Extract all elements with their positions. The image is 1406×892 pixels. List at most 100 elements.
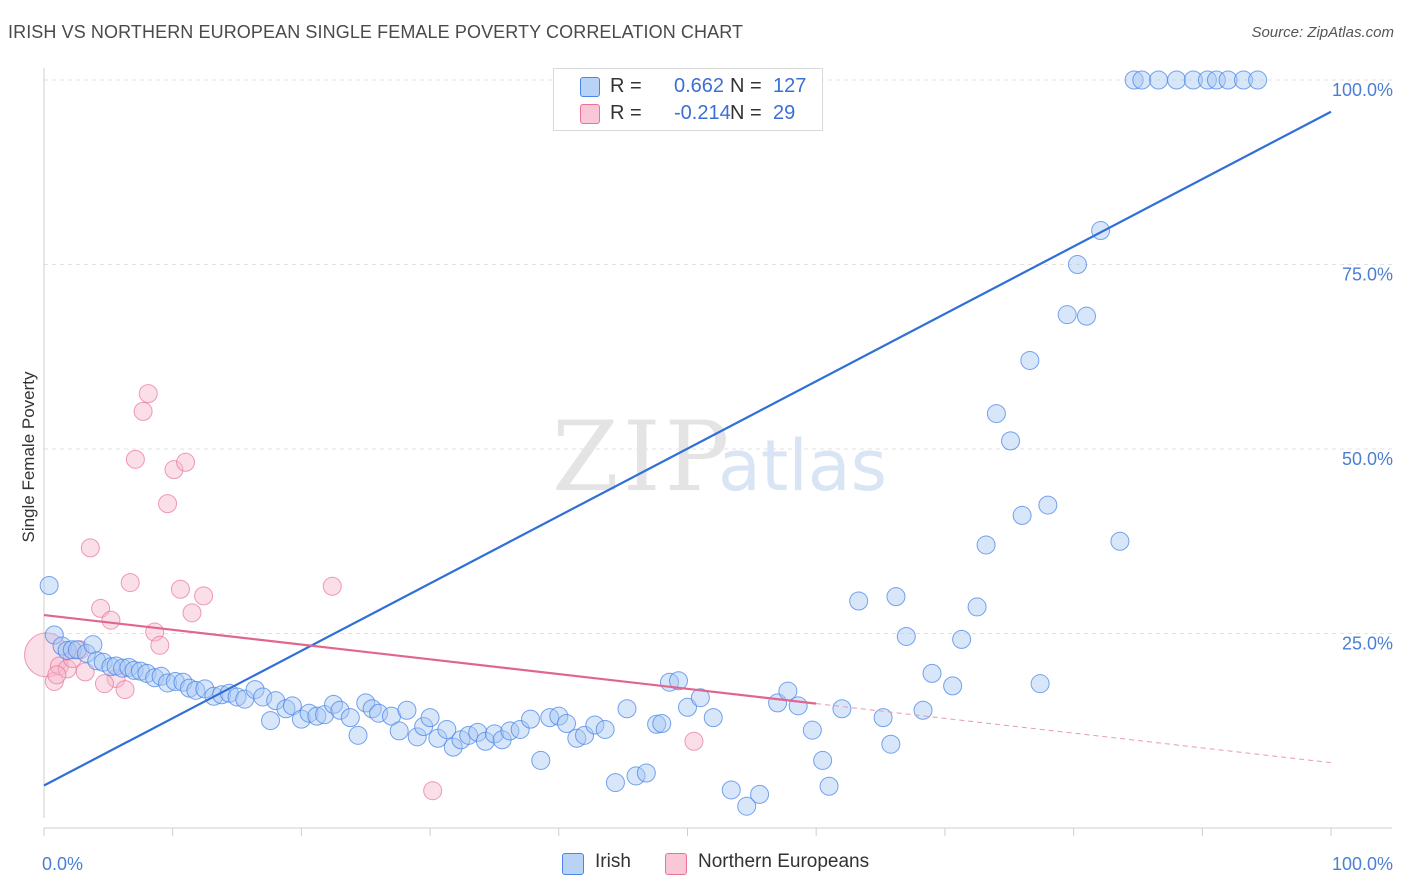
northern-trend-line (43, 613, 817, 705)
y-tick-label: 25.0% (1342, 634, 1393, 654)
irish-point (87, 651, 107, 671)
northern-point (170, 579, 190, 599)
legend-r-label: R = (610, 102, 642, 124)
irish-point (690, 688, 710, 708)
northern-point (322, 576, 342, 596)
northern-point (75, 662, 95, 682)
legend-swatch-northern (580, 104, 600, 124)
irish-point (443, 737, 463, 757)
irish-point (340, 708, 360, 728)
irish-point (299, 703, 319, 723)
northern-point (133, 401, 153, 421)
irish-point (62, 640, 82, 660)
irish-point (1020, 350, 1040, 370)
irish-point (1110, 531, 1130, 551)
bottom-legend-swatch-northern (665, 853, 687, 875)
northern-point (158, 494, 178, 514)
northern-point (164, 460, 184, 480)
irish-point (83, 635, 103, 655)
legend-n-value-irish: 127 (773, 75, 807, 97)
northern-point (176, 452, 196, 472)
x-tick-label: 100.0% (1332, 854, 1393, 874)
trend-lines (43, 110, 1332, 787)
irish-point (1206, 70, 1226, 90)
bottom-legend-swatch-irish (562, 853, 584, 875)
irish-point (1001, 431, 1021, 451)
irish-point (967, 597, 987, 617)
irish-point (369, 703, 389, 723)
irish-point (1233, 70, 1253, 90)
y-tick-label: 50.0% (1342, 449, 1393, 469)
y-axis-label: Single Female Poverty (19, 371, 38, 543)
irish-point (873, 708, 893, 728)
bottom-legend-label-northern: Northern Europeans (698, 851, 870, 872)
chart-title: IRISH VS NORTHERN EUROPEAN SINGLE FEMALE… (8, 22, 744, 42)
irish-point (585, 715, 605, 735)
source-credit: Source: ZipAtlas.com (1251, 24, 1394, 41)
northern-point (194, 586, 214, 606)
irish-point (896, 626, 916, 646)
bottom-legend-label-irish: Irish (595, 851, 631, 872)
irish-point (1218, 70, 1238, 90)
irish-point (703, 708, 723, 728)
irish-point (437, 719, 457, 739)
northern-points (24, 384, 704, 801)
irish-point (227, 687, 247, 707)
northern-point (423, 781, 443, 801)
irish-point (617, 699, 637, 719)
irish-point (531, 750, 551, 770)
irish-points (39, 70, 1268, 816)
irish-point (575, 725, 595, 745)
irish-point (520, 709, 540, 729)
irish-point (291, 709, 311, 729)
irish-point (802, 720, 822, 740)
irish-point (788, 696, 808, 716)
irish-point (57, 640, 77, 660)
irish-point (348, 725, 368, 745)
irish-point (145, 668, 165, 688)
axes (43, 68, 1392, 836)
irish-point (922, 663, 942, 683)
irish-point (1167, 70, 1187, 90)
y-tick-label: 100.0% (1332, 80, 1393, 100)
irish-point (813, 750, 833, 770)
irish-point (389, 721, 409, 741)
irish-point (832, 699, 852, 719)
northern-point (115, 680, 135, 700)
irish-point (986, 404, 1006, 424)
irish-point (557, 714, 577, 734)
irish-point (549, 706, 569, 726)
irish-point (737, 796, 757, 816)
irish-point (1183, 70, 1203, 90)
irish-point (636, 763, 656, 783)
irish-point (158, 673, 178, 693)
legend-n-value-northern: 29 (773, 102, 796, 124)
y-tick-label: 75.0% (1342, 265, 1393, 285)
irish-point (1248, 70, 1268, 90)
irish-point (913, 700, 933, 720)
irish-point (721, 780, 741, 800)
irish-point (39, 576, 59, 596)
irish-point (881, 734, 901, 754)
legend-r-label: R = (610, 75, 642, 97)
irish-point (678, 697, 697, 717)
tick-labels: 25.0% 50.0% 75.0% 100.0% 0.0% 100.0% (42, 80, 1393, 874)
watermark-atlas: atlas (718, 425, 887, 507)
irish-point (261, 711, 281, 731)
irish-point (819, 776, 839, 796)
northern-point (138, 384, 158, 404)
legend-swatch-irish (580, 77, 600, 97)
legend-n-label: N = (730, 75, 762, 97)
legend-r-value-irish: 0.662 (674, 75, 725, 97)
irish-point (1124, 70, 1144, 90)
irish-point (282, 696, 302, 716)
irish-point (397, 700, 417, 720)
irish-point (952, 629, 972, 649)
northern-point (120, 573, 140, 593)
irish-point (943, 676, 963, 696)
northern-point (150, 635, 170, 655)
irish-point (407, 727, 427, 747)
x-tick-label: 0.0% (42, 854, 83, 874)
irish-point (750, 784, 770, 804)
irish-point (510, 719, 530, 739)
